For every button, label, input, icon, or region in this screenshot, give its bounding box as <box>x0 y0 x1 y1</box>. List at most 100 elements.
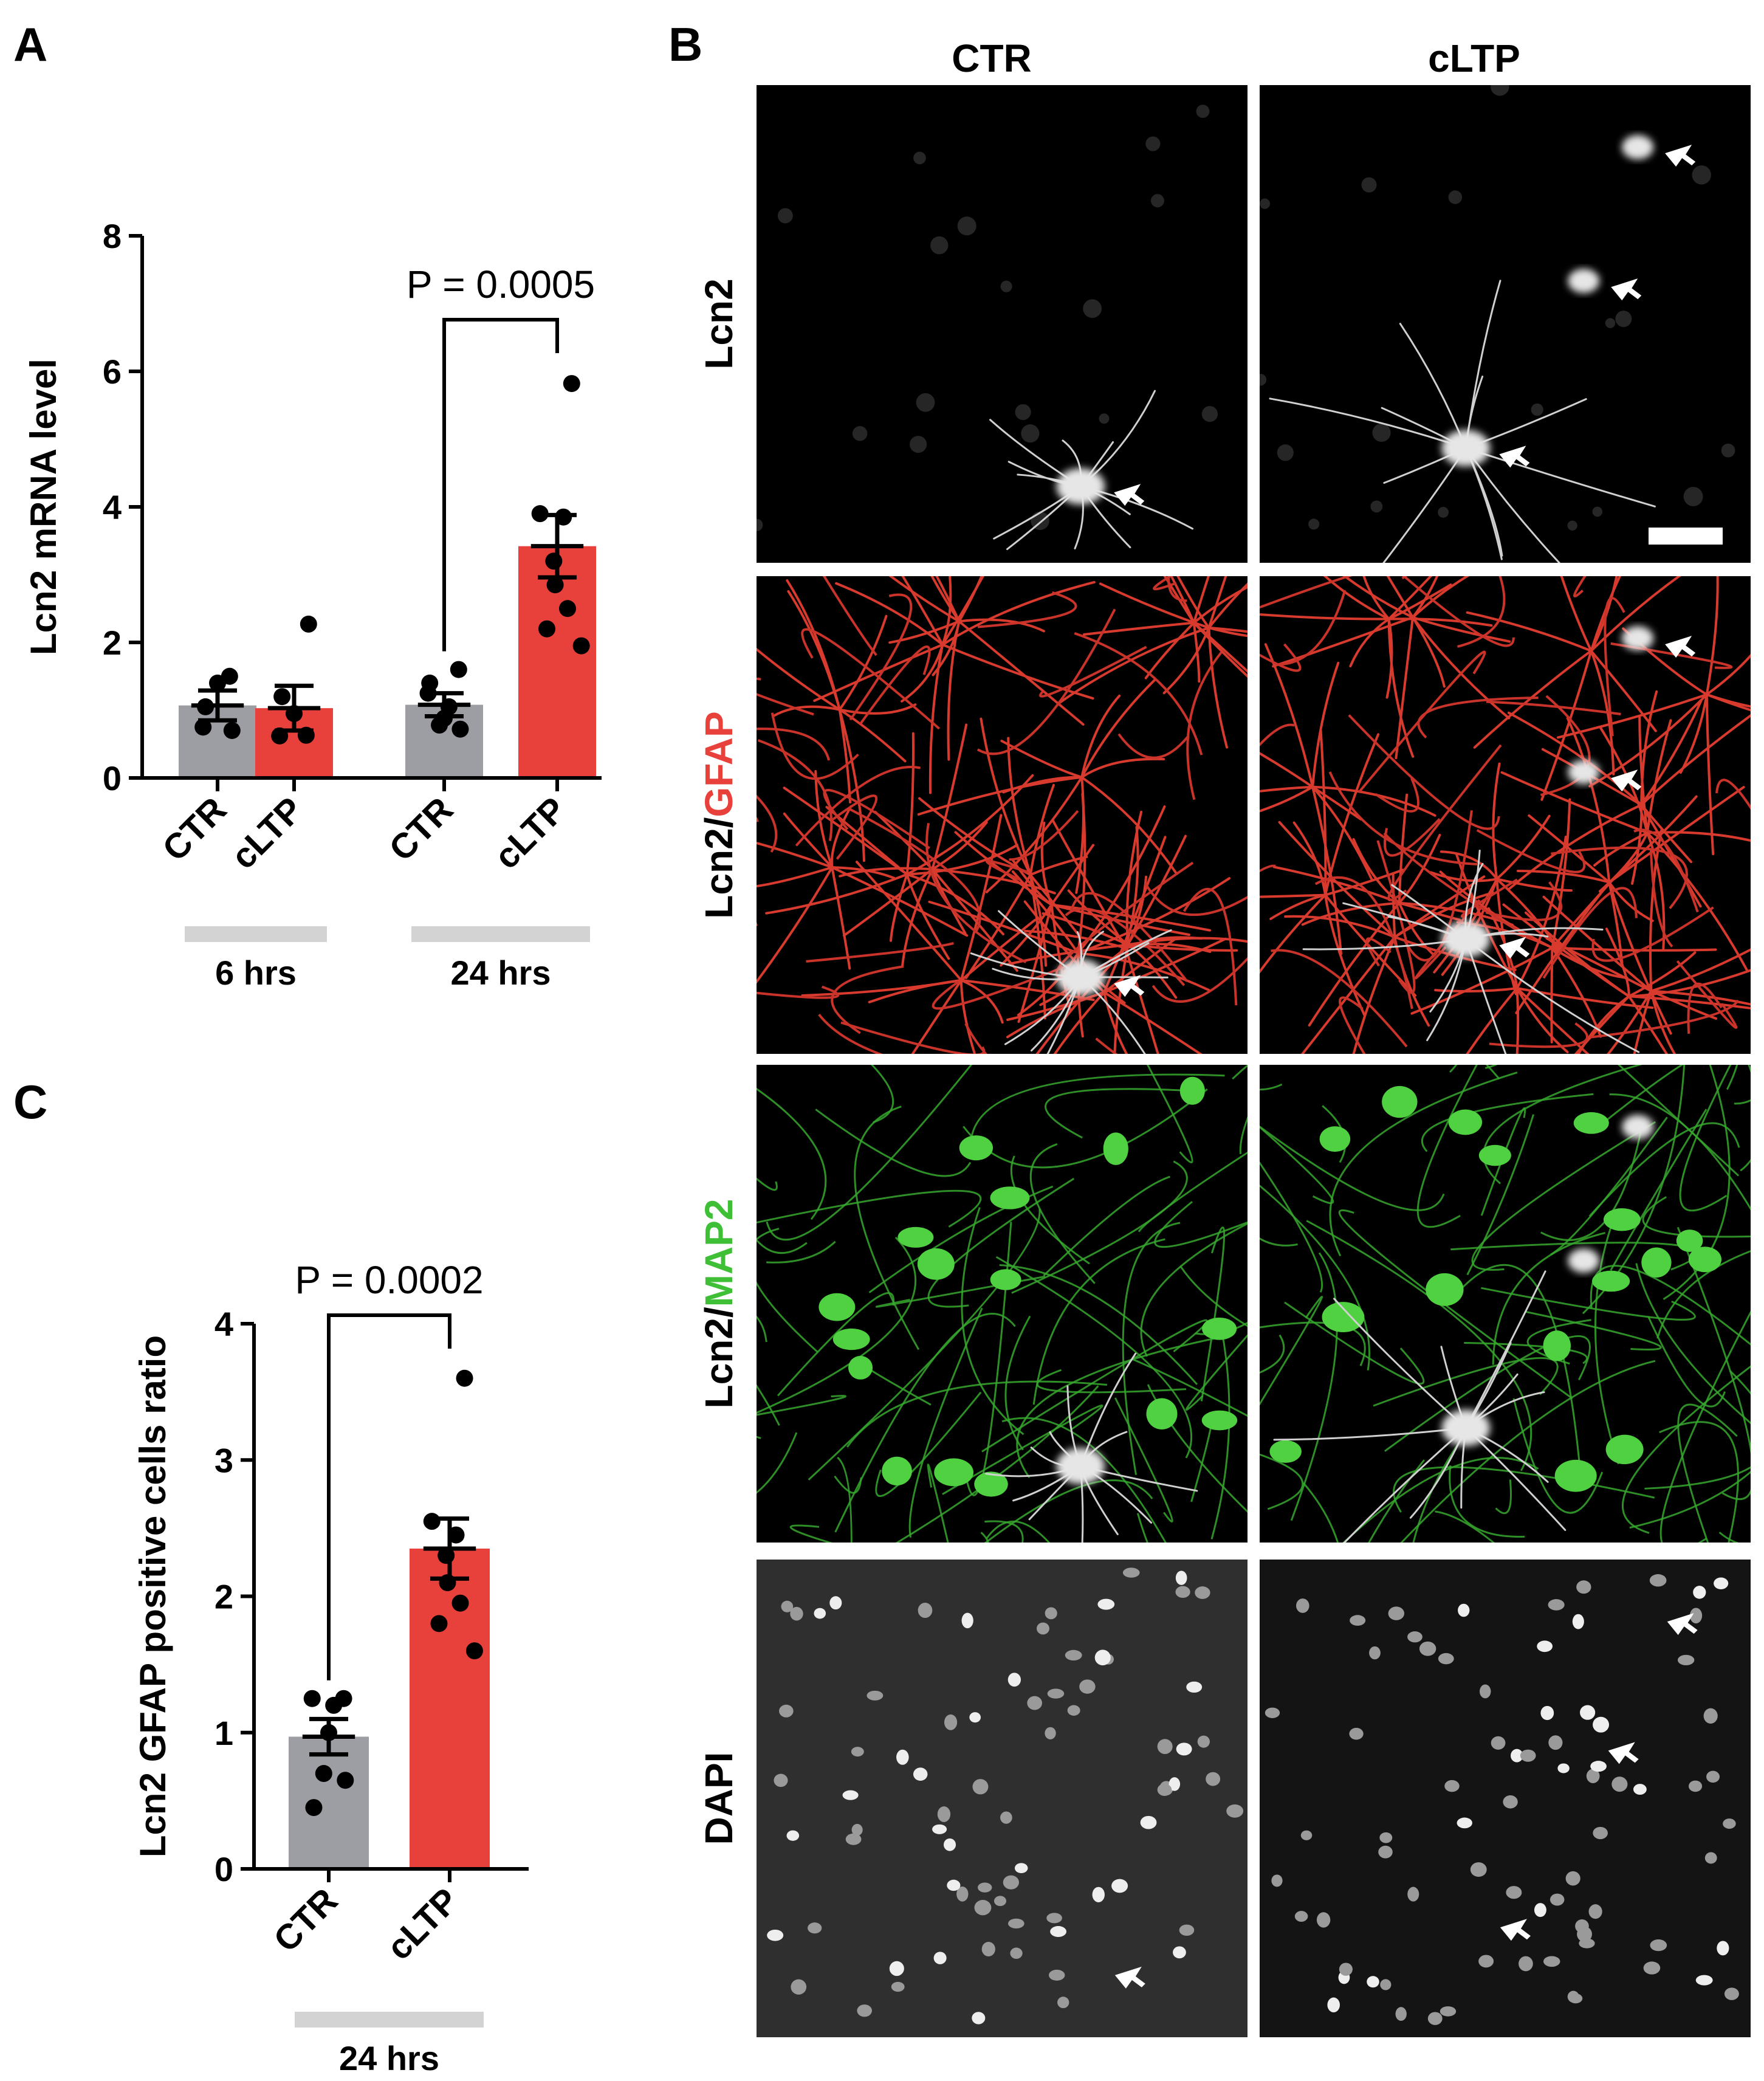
data-point <box>538 620 555 638</box>
nucleus <box>937 1806 951 1822</box>
background-speck <box>1099 413 1110 424</box>
gfap-process <box>901 868 934 968</box>
nucleus <box>1649 1574 1667 1587</box>
background-speck <box>916 393 935 412</box>
nucleus <box>1703 1708 1718 1724</box>
nucleus <box>947 1879 961 1891</box>
gfap-process <box>1492 762 1501 881</box>
micrograph-background <box>1260 85 1751 563</box>
gfap-process <box>1292 821 1327 896</box>
gfap-fiber <box>1314 876 1413 1010</box>
bar-1 <box>410 1549 490 1869</box>
gfap-process <box>1411 616 1511 643</box>
gfap-process <box>905 774 1034 876</box>
gfap-process <box>1080 678 1157 779</box>
gfap-process <box>1387 576 1433 621</box>
data-point <box>194 718 212 736</box>
micrograph-content <box>757 576 1247 1054</box>
nucleus <box>969 1712 981 1723</box>
gfap-process <box>1207 626 1229 749</box>
gfap-process <box>1392 872 1396 938</box>
data-point <box>305 1799 323 1817</box>
nucleus <box>1572 1614 1584 1629</box>
nucleus <box>1195 1586 1210 1599</box>
nucleus <box>891 1981 905 1992</box>
nucleus <box>1036 1622 1049 1635</box>
gfap-fiber <box>1153 576 1177 591</box>
nucleus <box>781 1600 794 1612</box>
gfap-process <box>1083 621 1195 636</box>
map2-neurite <box>1260 1161 1323 1293</box>
gfap-process <box>1545 937 1653 992</box>
gfap-process <box>1311 785 1342 955</box>
gfap-process <box>801 979 963 997</box>
gfap-process <box>1627 995 1669 1054</box>
nucleus <box>1111 1879 1128 1893</box>
map2-neurite <box>1004 1315 1031 1451</box>
gfap-process <box>930 576 961 623</box>
data-point <box>456 1369 473 1387</box>
map2-neurite <box>757 1236 917 1414</box>
lcn2-cell <box>1441 430 1491 467</box>
nucleus <box>1169 1777 1181 1791</box>
gfap-process <box>1608 795 1698 884</box>
data-point <box>450 661 467 678</box>
map2-neurite <box>1045 1088 1193 1139</box>
map2-soma <box>974 1471 1008 1497</box>
nucleus <box>1503 1795 1518 1809</box>
nucleus <box>1339 1962 1353 1976</box>
row-label-dapi: DAPI <box>697 1752 741 1845</box>
gfap-process <box>1473 649 1593 749</box>
background-speck <box>1372 423 1391 442</box>
map2-neurite <box>1260 1185 1371 1371</box>
map2-neurite <box>870 1065 894 1124</box>
gfap-fiber <box>1069 892 1189 982</box>
nucleus <box>1045 1727 1056 1739</box>
lcn2-cell <box>1056 468 1105 505</box>
background-speck <box>1683 487 1703 506</box>
background-speck <box>1491 85 1509 96</box>
map2-soma <box>1554 1459 1597 1492</box>
y-tick-label: 1 <box>214 1714 233 1752</box>
arrow-marker <box>1499 937 1530 959</box>
nucleus <box>808 1922 822 1934</box>
data-point <box>423 1513 441 1530</box>
gfap-process <box>1192 621 1247 673</box>
nucleus <box>1157 1783 1172 1796</box>
gfap-process <box>888 576 961 623</box>
map2-neurite <box>1492 1231 1606 1365</box>
map2-neurite <box>1154 1201 1247 1248</box>
nucleus <box>1300 1830 1313 1840</box>
map2-soma <box>1641 1247 1672 1278</box>
nucleus <box>1327 1997 1340 2013</box>
nucleus <box>1478 1955 1494 1968</box>
gfap-process <box>1411 616 1511 720</box>
micrograph-grid <box>757 85 1751 2037</box>
gfap-process <box>1050 844 1095 906</box>
map2-neurite <box>1260 1237 1298 1247</box>
map2-neurite <box>1718 1532 1739 1543</box>
gfap-process <box>757 866 834 888</box>
nucleus <box>1007 1918 1024 1929</box>
nucleus <box>1175 1586 1190 1598</box>
background-speck <box>1605 318 1616 328</box>
map2-neurite <box>766 1240 836 1264</box>
nucleus <box>1440 2006 1457 2017</box>
gfap-process <box>1411 616 1446 688</box>
background-speck <box>1721 443 1735 458</box>
gfap-process <box>1011 870 1080 955</box>
arrow-marker <box>1114 1966 1145 1989</box>
micrograph-content <box>1265 1574 1739 2025</box>
gfap-process <box>1566 717 1611 884</box>
gfap-process <box>1207 582 1247 629</box>
nucleus <box>1010 1947 1023 1959</box>
gfap-process <box>1192 621 1201 683</box>
arrow-marker <box>1665 145 1696 167</box>
gfap-process <box>1608 881 1672 1035</box>
map2-neurite <box>1663 1065 1731 1300</box>
map2-neurite <box>1122 1222 1181 1475</box>
map2-soma <box>1269 1440 1302 1463</box>
nucleus <box>845 1833 862 1845</box>
gfap-process <box>1260 613 1390 621</box>
map2-neurite <box>1466 1114 1535 1276</box>
